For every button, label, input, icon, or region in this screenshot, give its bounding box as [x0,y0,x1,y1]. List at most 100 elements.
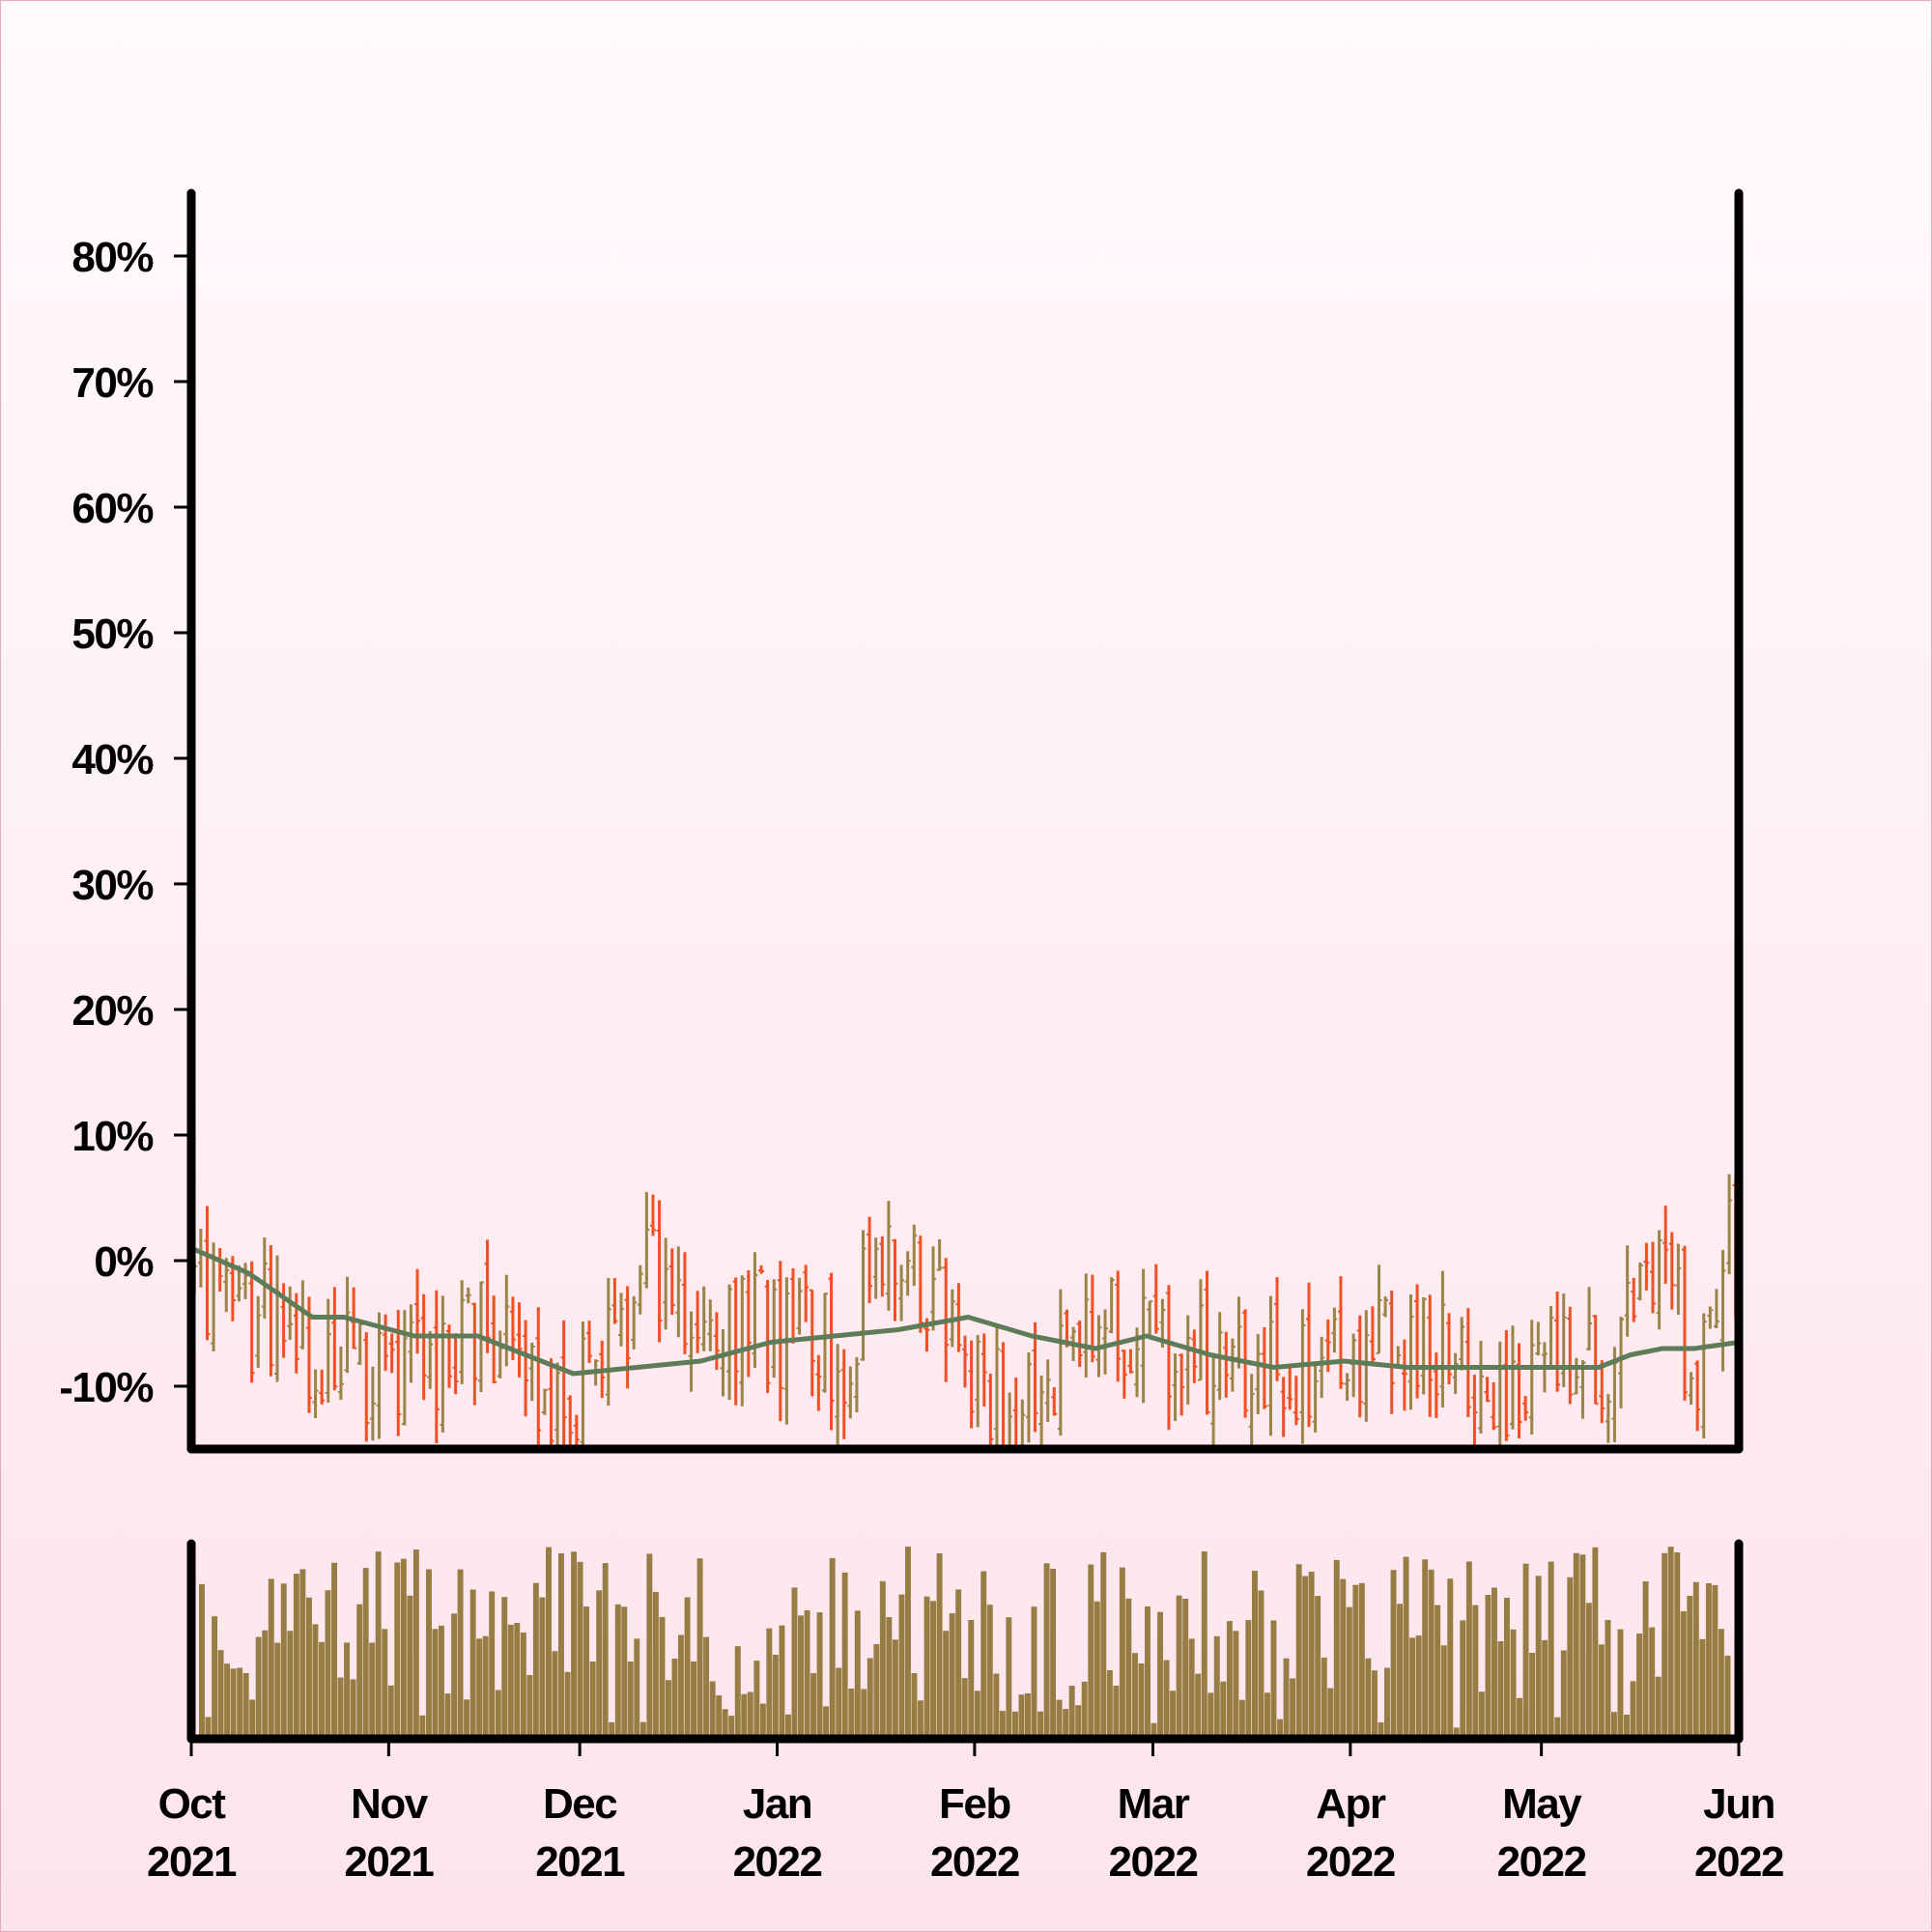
ohlc-bar [1484,1377,1491,1403]
x-tick-label-month: May [1502,1780,1582,1828]
volume-bar [1554,1717,1561,1739]
ohlc-bar [337,1346,344,1400]
y-tick-label: 10% [71,1113,153,1160]
volume-bar [905,1547,911,1739]
y-tick-label: 0% [94,1238,153,1286]
volume-bar [1699,1638,1706,1739]
volume-bars-layer [199,1547,1731,1739]
volume-bar [1119,1567,1125,1739]
volume-bar [369,1642,376,1739]
volume-bar [1006,1617,1012,1739]
volume-bar [1428,1569,1435,1739]
ohlc-bar [1000,1342,1006,1449]
volume-bar [1655,1676,1662,1739]
volume-bar [1397,1604,1404,1739]
volume-bar [1674,1552,1681,1739]
ohlc-bar [388,1333,395,1374]
volume-bar [564,1671,571,1739]
ohlc-bar [452,1333,459,1395]
ohlc-bar [637,1264,643,1315]
ohlc-bar [248,1261,255,1383]
ohlc-bar [1057,1289,1064,1436]
volume-bar [1497,1641,1504,1739]
ohlc-bar [1592,1315,1599,1406]
volume-bar [652,1591,659,1739]
volume-bar [659,1616,666,1739]
volume-bar [520,1633,526,1739]
ohlc-bar [1688,1372,1694,1406]
x-tick-label-year: 2022 [930,1838,1019,1886]
ohlc-bar [1420,1296,1427,1395]
ohlc-bar [688,1311,695,1392]
volume-bar [287,1631,294,1739]
volume-bar [1270,1620,1277,1739]
ohlc-bar [503,1274,510,1367]
volume-bar [249,1699,256,1739]
ohlc-bar [879,1236,886,1297]
volume-bar [1472,1605,1479,1739]
ohlc-bar [535,1307,542,1449]
volume-bar [1409,1637,1416,1739]
volume-bar [1264,1692,1270,1739]
volume-bar [1151,1722,1157,1739]
ohlc-bar [1681,1245,1688,1401]
ohlc-bar [1051,1387,1058,1416]
volume-bar [457,1569,464,1739]
ohlc-bar [1115,1270,1122,1382]
moving-average-line [188,1245,1742,1377]
ohlc-bar [1643,1242,1650,1291]
volume-bar [558,1553,564,1739]
ohlc-bar [1586,1287,1593,1350]
volume-bar [1492,1587,1497,1739]
ohlc-bar [1197,1279,1204,1381]
volume-bar [621,1606,628,1739]
x-tick-label-month: Jan [743,1780,811,1828]
volume-bar [886,1617,893,1739]
ohlc-bar [828,1272,835,1431]
ohlc-bar [1573,1357,1579,1395]
volume-bar [1692,1581,1699,1739]
x-tick-label-month: Apr [1316,1780,1386,1828]
ohlc-bar [668,1248,675,1315]
ohlc-bar [752,1252,758,1368]
ohlc-bar [739,1275,746,1406]
volume-bar [1460,1620,1466,1739]
ohlc-bar [847,1366,854,1419]
ohlc-bar [560,1320,567,1449]
volume-bar [1453,1727,1460,1739]
ohlc-bar [325,1298,331,1403]
x-tick-label-year: 2022 [1497,1838,1586,1886]
volume-bar [829,1557,836,1739]
volume-bar [344,1642,351,1739]
volume-bar [1384,1667,1390,1739]
volume-bar [1447,1578,1454,1739]
volume-bar [451,1613,458,1739]
ohlc-bar [815,1354,822,1411]
ohlc-bar [649,1194,656,1236]
ohlc-bar [1700,1313,1707,1438]
volume-bar [1548,1561,1554,1739]
ohlc-bar [1376,1264,1382,1354]
volume-bar [1378,1722,1384,1739]
ohlc-bar [872,1237,879,1299]
ohlc-bar [1337,1276,1344,1389]
volume-bar [1302,1576,1309,1739]
x-tick-label-month: Nov [351,1780,429,1828]
ohlc-bar [541,1388,548,1415]
volume-bar [728,1716,735,1739]
x-tick-label-year: 2021 [344,1838,434,1886]
ohlc-bar [1179,1353,1185,1416]
ohlc-bar [1172,1353,1179,1421]
ohlc-bar [771,1279,778,1378]
volume-bar [426,1569,432,1739]
volume-bar [703,1636,710,1739]
ohlc-bar [1516,1343,1522,1439]
axes-layer [186,188,1744,1744]
ohlc-bar [414,1268,421,1354]
volume-bar [400,1558,407,1739]
volume-bar [1435,1605,1441,1739]
volume-bar [571,1551,578,1739]
volume-bar [532,1582,539,1739]
ohlc-bar [1491,1382,1497,1431]
volume-bar [936,1553,943,1739]
